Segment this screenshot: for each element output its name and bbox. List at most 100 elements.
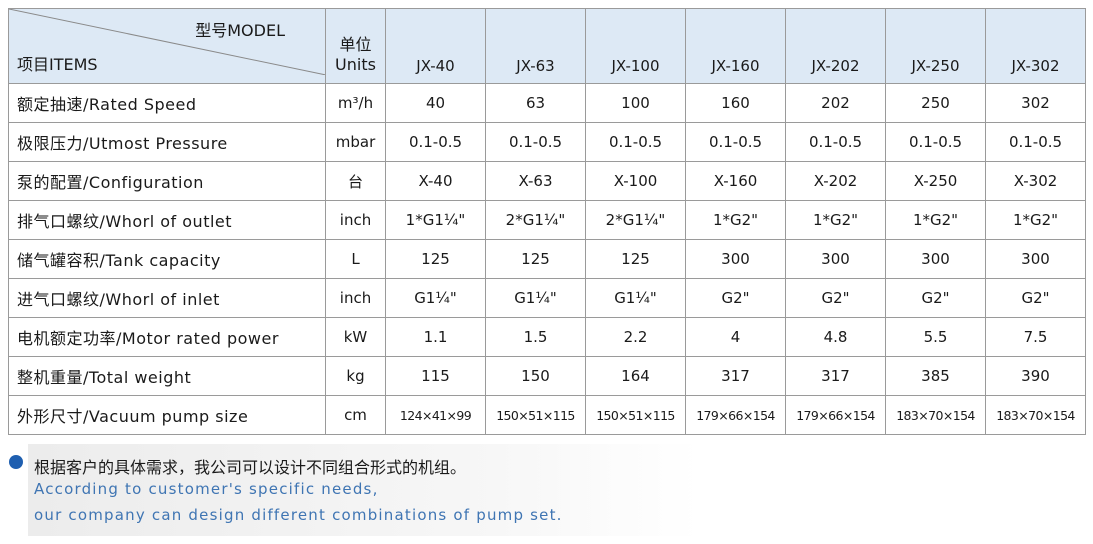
value-cell: 4 — [685, 317, 786, 357]
value-cell: X-100 — [585, 161, 686, 201]
value-cell: 317 — [685, 356, 786, 396]
data-row: 电机额定功率/Motor rated power kW 1.1 1.5 2.2 4 4.8 5… — [8, 317, 1086, 357]
bullet — [9, 455, 23, 469]
diagonal — [9, 9, 325, 75]
items-label: 项目ITEMS — [17, 55, 98, 74]
value-cell: 385 — [885, 356, 986, 396]
value-cell: 250 — [885, 83, 986, 123]
note-en: our company can design different combina… — [34, 506, 563, 524]
item-cell: 外形尺寸/Vacuum pump size — [8, 395, 326, 435]
value-cell: G1¼" — [485, 278, 586, 318]
data-row: 进气口螺纹/Whorl of inlet inch G1¼" G1¼" G1¼" G2" G… — [8, 278, 1086, 318]
value-cell: 4.8 — [785, 317, 886, 357]
value-cell: 150×51×115 — [585, 395, 686, 435]
value-cell: 1*G2" — [685, 200, 786, 240]
value-cell: 1*G2" — [985, 200, 1086, 240]
value-cell: 179×66×154 — [685, 395, 786, 435]
value-cell: X-160 — [685, 161, 786, 201]
value-cell: 100 — [585, 83, 686, 123]
value-cell: 202 — [785, 83, 886, 123]
value-cell: 2*G1¼" — [585, 200, 686, 240]
value-cell: 300 — [685, 239, 786, 279]
item-cell: 排气口螺纹/Whorl of outlet — [8, 200, 326, 240]
value-cell: 150×51×115 — [485, 395, 586, 435]
value-cell: 1*G1¼" — [385, 200, 486, 240]
value-cell: X-40 — [385, 161, 486, 201]
value-cell: 7.5 — [985, 317, 1086, 357]
unit-cell: inch — [325, 278, 386, 318]
units-header: 单位 Units — [325, 8, 386, 84]
data-row: 排气口螺纹/Whorl of outlet inch 1*G1¼" 2*G1¼" 2*G… — [8, 200, 1086, 240]
value-cell: 179×66×154 — [785, 395, 886, 435]
data-row: 外形尺寸/Vacuum pump size cm 124×41×99 150×51×1… — [8, 395, 1086, 435]
value-cell: 125 — [585, 239, 686, 279]
value-cell: 5.5 — [885, 317, 986, 357]
data-row: 极限压力/Utmost Pressure mbar 0.1-0.5 0.1-0.5 0.… — [8, 122, 1086, 162]
value-cell: 1.1 — [385, 317, 486, 357]
unit-cell: cm — [325, 395, 386, 435]
data-row: 额定抽速/Rated Speed m³/h 40 63 100 160 202 250 302 — [8, 83, 1086, 123]
value-cell: 0.1-0.5 — [685, 122, 786, 162]
value-cell: 150 — [485, 356, 586, 396]
value-cell: 1.5 — [485, 317, 586, 357]
model-header: JX-40 — [385, 8, 486, 84]
unit-cell: L — [325, 239, 386, 279]
value-cell: 0.1-0.5 — [485, 122, 586, 162]
value-cell: 0.1-0.5 — [385, 122, 486, 162]
value-cell: 183×70×154 — [885, 395, 986, 435]
item-cell: 储气罐容积/Tank capacity — [8, 239, 326, 279]
item-cell: 极限压力/Utmost Pressure — [8, 122, 326, 162]
value-cell: 302 — [985, 83, 1086, 123]
value-cell: 63 — [485, 83, 586, 123]
value-cell: 0.1-0.5 — [985, 122, 1086, 162]
value-cell: 300 — [885, 239, 986, 279]
header-corner: 型号MODEL 项目ITEMS — [8, 8, 326, 84]
value-cell: G1¼" — [585, 278, 686, 318]
value-cell: 0.1-0.5 — [585, 122, 686, 162]
units-zh: 单位 — [339, 35, 372, 54]
item-cell: 整机重量/Total weight — [8, 356, 326, 396]
value-cell: G2" — [785, 278, 886, 318]
value-cell: G2" — [985, 278, 1086, 318]
value-cell: 390 — [985, 356, 1086, 396]
value-cell: 2.2 — [585, 317, 686, 357]
unit-cell: kW — [325, 317, 386, 357]
value-cell: 2*G1¼" — [485, 200, 586, 240]
value-cell: 125 — [385, 239, 486, 279]
item-cell: 泵的配置/Configuration — [8, 161, 326, 201]
value-cell: 124×41×99 — [385, 395, 486, 435]
note-background — [28, 444, 700, 536]
value-cell: X-63 — [485, 161, 586, 201]
value-cell: X-250 — [885, 161, 986, 201]
unit-cell: m³/h — [325, 83, 386, 123]
item-cell: 额定抽速/Rated Speed — [8, 83, 326, 123]
value-cell: G2" — [685, 278, 786, 318]
value-cell: 40 — [385, 83, 486, 123]
unit-cell: kg — [325, 356, 386, 396]
spec-table: 型号MODEL 项目ITEMS 单位 Units JX-40 JX-63 JX-100 JX-… — [8, 8, 1086, 435]
value-cell: X-202 — [785, 161, 886, 201]
value-cell: 300 — [785, 239, 886, 279]
item-cell: 进气口螺纹/Whorl of inlet — [8, 278, 326, 318]
value-cell: X-302 — [985, 161, 1086, 201]
value-cell: 0.1-0.5 — [785, 122, 886, 162]
note-zh: 根据客户的具体需求，我公司可以设计不同组合形式的机组。 — [34, 458, 467, 477]
model-header: JX-160 — [685, 8, 786, 84]
data-row: 整机重量/Total weight kg 115 150 164 317 317 385 390 — [8, 356, 1086, 396]
data-row: 泵的配置/Configuration 台 X-40 X-63 X-100 X-160 X-2… — [8, 161, 1086, 201]
unit-cell: 台 — [325, 161, 386, 201]
value-cell: 317 — [785, 356, 886, 396]
value-cell: 1*G2" — [785, 200, 886, 240]
model-header: JX-63 — [485, 8, 586, 84]
unit-cell: mbar — [325, 122, 386, 162]
header-row: 型号MODEL 项目ITEMS 单位 Units JX-40 JX-63 JX-100 JX-… — [8, 8, 1086, 84]
model-header: JX-202 — [785, 8, 886, 84]
value-cell: 125 — [485, 239, 586, 279]
model-header: JX-302 — [985, 8, 1086, 84]
value-cell: 1*G2" — [885, 200, 986, 240]
value-cell: 300 — [985, 239, 1086, 279]
value-cell: G1¼" — [385, 278, 486, 318]
note-en: According to customer's specific needs, — [34, 480, 379, 498]
value-cell: 115 — [385, 356, 486, 396]
